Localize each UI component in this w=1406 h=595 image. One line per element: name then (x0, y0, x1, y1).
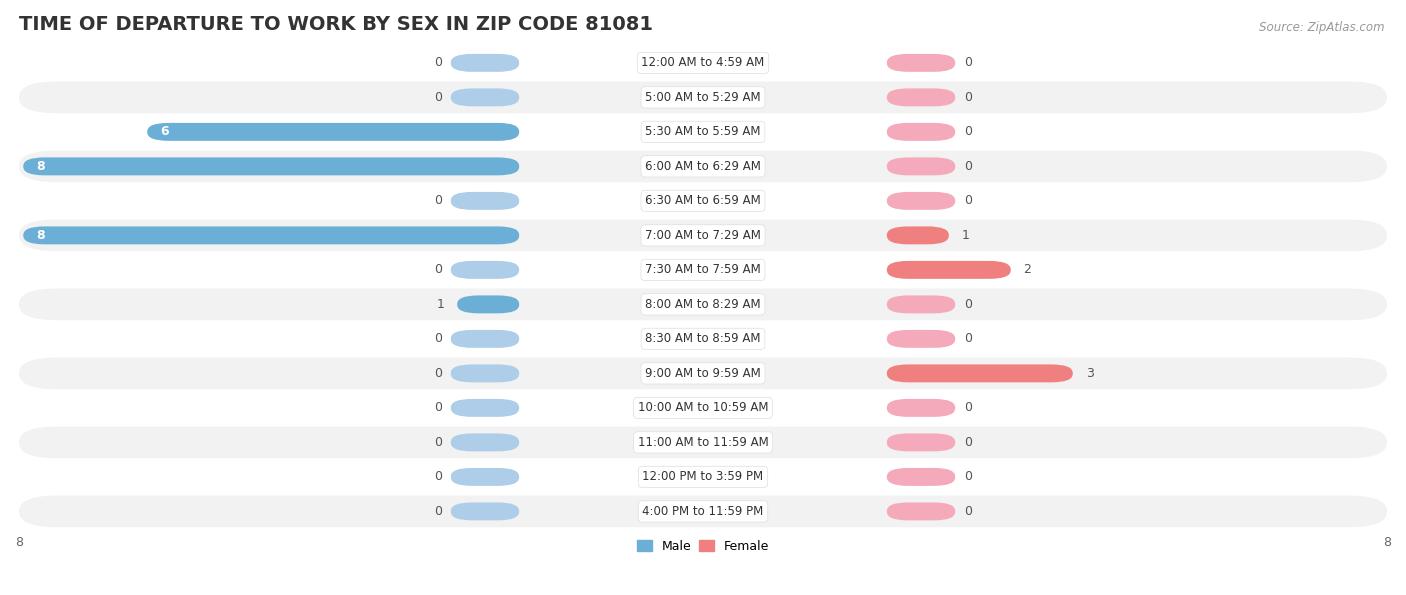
Text: 0: 0 (963, 471, 972, 483)
Text: 11:00 AM to 11:59 AM: 11:00 AM to 11:59 AM (638, 436, 768, 449)
FancyBboxPatch shape (20, 220, 1386, 251)
FancyBboxPatch shape (887, 192, 955, 210)
FancyBboxPatch shape (20, 461, 1386, 493)
FancyBboxPatch shape (20, 254, 1386, 286)
FancyBboxPatch shape (20, 116, 1386, 148)
Text: 0: 0 (434, 91, 443, 104)
FancyBboxPatch shape (887, 295, 955, 314)
Text: 0: 0 (963, 505, 972, 518)
FancyBboxPatch shape (148, 123, 519, 141)
Text: 1: 1 (962, 229, 970, 242)
FancyBboxPatch shape (887, 89, 955, 107)
Text: 8:30 AM to 8:59 AM: 8:30 AM to 8:59 AM (645, 333, 761, 345)
Text: 4:00 PM to 11:59 PM: 4:00 PM to 11:59 PM (643, 505, 763, 518)
FancyBboxPatch shape (887, 502, 955, 521)
Text: 0: 0 (963, 333, 972, 345)
Text: 0: 0 (434, 471, 443, 483)
FancyBboxPatch shape (20, 323, 1386, 355)
Text: 0: 0 (963, 57, 972, 70)
Text: TIME OF DEPARTURE TO WORK BY SEX IN ZIP CODE 81081: TIME OF DEPARTURE TO WORK BY SEX IN ZIP … (20, 15, 652, 34)
Text: 0: 0 (963, 402, 972, 414)
FancyBboxPatch shape (20, 289, 1386, 320)
Text: 1: 1 (436, 298, 444, 311)
FancyBboxPatch shape (887, 364, 1073, 383)
Text: 0: 0 (434, 402, 443, 414)
Text: 2: 2 (1024, 264, 1032, 277)
FancyBboxPatch shape (887, 54, 955, 72)
FancyBboxPatch shape (451, 192, 519, 210)
FancyBboxPatch shape (20, 358, 1386, 389)
Text: 6: 6 (160, 126, 169, 139)
FancyBboxPatch shape (451, 433, 519, 452)
Text: 3: 3 (1085, 367, 1094, 380)
FancyBboxPatch shape (887, 123, 955, 141)
FancyBboxPatch shape (451, 502, 519, 521)
Text: 6:30 AM to 6:59 AM: 6:30 AM to 6:59 AM (645, 195, 761, 208)
FancyBboxPatch shape (20, 47, 1386, 79)
Text: 8: 8 (37, 229, 45, 242)
FancyBboxPatch shape (20, 151, 1386, 182)
Text: 0: 0 (963, 126, 972, 139)
FancyBboxPatch shape (451, 399, 519, 417)
Text: 0: 0 (963, 298, 972, 311)
Text: 12:00 PM to 3:59 PM: 12:00 PM to 3:59 PM (643, 471, 763, 483)
Text: 6:00 AM to 6:29 AM: 6:00 AM to 6:29 AM (645, 160, 761, 173)
FancyBboxPatch shape (887, 227, 949, 245)
Legend: Male, Female: Male, Female (631, 535, 775, 558)
Text: 9:00 AM to 9:59 AM: 9:00 AM to 9:59 AM (645, 367, 761, 380)
FancyBboxPatch shape (451, 261, 519, 279)
FancyBboxPatch shape (451, 468, 519, 486)
FancyBboxPatch shape (20, 427, 1386, 458)
Text: 0: 0 (434, 57, 443, 70)
Text: 7:00 AM to 7:29 AM: 7:00 AM to 7:29 AM (645, 229, 761, 242)
Text: 12:00 AM to 4:59 AM: 12:00 AM to 4:59 AM (641, 57, 765, 70)
Text: 0: 0 (963, 91, 972, 104)
FancyBboxPatch shape (887, 468, 955, 486)
FancyBboxPatch shape (887, 158, 955, 176)
FancyBboxPatch shape (457, 295, 519, 314)
Text: 0: 0 (434, 367, 443, 380)
FancyBboxPatch shape (887, 433, 955, 452)
Text: 5:00 AM to 5:29 AM: 5:00 AM to 5:29 AM (645, 91, 761, 104)
Text: 0: 0 (963, 195, 972, 208)
Text: Source: ZipAtlas.com: Source: ZipAtlas.com (1260, 21, 1385, 34)
Text: 0: 0 (434, 505, 443, 518)
Text: 0: 0 (434, 436, 443, 449)
FancyBboxPatch shape (887, 330, 955, 348)
Text: 0: 0 (434, 333, 443, 345)
Text: 5:30 AM to 5:59 AM: 5:30 AM to 5:59 AM (645, 126, 761, 139)
FancyBboxPatch shape (20, 392, 1386, 424)
Text: 0: 0 (434, 264, 443, 277)
FancyBboxPatch shape (20, 185, 1386, 217)
FancyBboxPatch shape (24, 158, 519, 176)
Text: 8: 8 (37, 160, 45, 173)
Text: 0: 0 (434, 195, 443, 208)
FancyBboxPatch shape (887, 261, 1011, 279)
FancyBboxPatch shape (20, 82, 1386, 113)
Text: 8:00 AM to 8:29 AM: 8:00 AM to 8:29 AM (645, 298, 761, 311)
FancyBboxPatch shape (451, 364, 519, 383)
Text: 10:00 AM to 10:59 AM: 10:00 AM to 10:59 AM (638, 402, 768, 414)
Text: 0: 0 (963, 436, 972, 449)
Text: 7:30 AM to 7:59 AM: 7:30 AM to 7:59 AM (645, 264, 761, 277)
FancyBboxPatch shape (451, 330, 519, 348)
FancyBboxPatch shape (24, 227, 519, 245)
FancyBboxPatch shape (451, 89, 519, 107)
FancyBboxPatch shape (887, 399, 955, 417)
Text: 0: 0 (963, 160, 972, 173)
FancyBboxPatch shape (20, 496, 1386, 527)
FancyBboxPatch shape (451, 54, 519, 72)
